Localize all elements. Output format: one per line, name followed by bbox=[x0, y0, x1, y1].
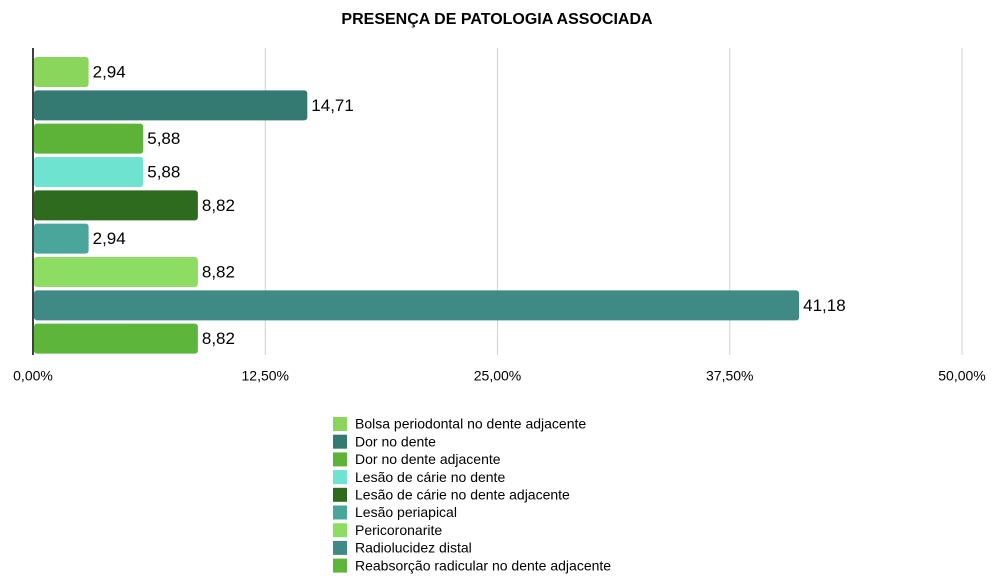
x-tick-label: 25,00% bbox=[474, 368, 521, 384]
legend-label: Lesão periapical bbox=[355, 504, 457, 520]
legend-label: Dor no dente adjacente bbox=[355, 451, 501, 467]
value-label: 41,18 bbox=[803, 296, 846, 315]
value-label: 2,94 bbox=[93, 62, 126, 81]
legend-swatch bbox=[333, 505, 347, 520]
legend-swatch bbox=[333, 523, 347, 538]
legend-swatch bbox=[333, 487, 347, 502]
legend-swatch bbox=[333, 417, 347, 431]
bar bbox=[34, 323, 198, 354]
legend-swatch bbox=[333, 470, 347, 485]
chart-title: PRESENÇA DE PATOLOGIA ASSOCIADA bbox=[341, 11, 653, 28]
bar bbox=[34, 223, 89, 254]
legend-swatch bbox=[333, 452, 347, 467]
legend-swatch bbox=[333, 540, 347, 555]
legend-label: Pericoronarite bbox=[355, 522, 442, 538]
bar bbox=[34, 90, 308, 121]
legend-label: Radiolucidez distal bbox=[355, 540, 472, 556]
bar bbox=[34, 57, 89, 87]
x-tick-label: 50,00% bbox=[938, 368, 985, 384]
value-label: 14,71 bbox=[311, 96, 354, 115]
x-tick-label: 12,50% bbox=[242, 368, 289, 384]
bar bbox=[34, 257, 198, 287]
legend-label: Lesão de cárie no dente bbox=[355, 469, 505, 485]
legend-label: Bolsa periodontal no dente adjacente bbox=[355, 416, 586, 432]
x-tick-label: 0,00% bbox=[13, 368, 53, 384]
legend-label: Dor no dente bbox=[355, 433, 436, 449]
value-label: 5,88 bbox=[147, 162, 180, 181]
value-label: 2,94 bbox=[93, 229, 126, 248]
value-label: 8,82 bbox=[202, 262, 235, 281]
legend-label: Lesão de cárie no dente adjacente bbox=[355, 487, 570, 503]
x-tick-label: 37,50% bbox=[706, 368, 753, 384]
bar bbox=[34, 190, 198, 221]
bar bbox=[34, 123, 144, 154]
value-label: 8,82 bbox=[202, 329, 235, 348]
bar bbox=[34, 157, 144, 187]
legend-swatch bbox=[333, 434, 347, 449]
value-label: 5,88 bbox=[147, 129, 180, 148]
legend-swatch bbox=[333, 558, 347, 573]
value-label: 8,82 bbox=[202, 196, 235, 215]
bar bbox=[34, 290, 800, 321]
legend-label: Reabsorção radicular no dente adjacente bbox=[355, 557, 611, 573]
